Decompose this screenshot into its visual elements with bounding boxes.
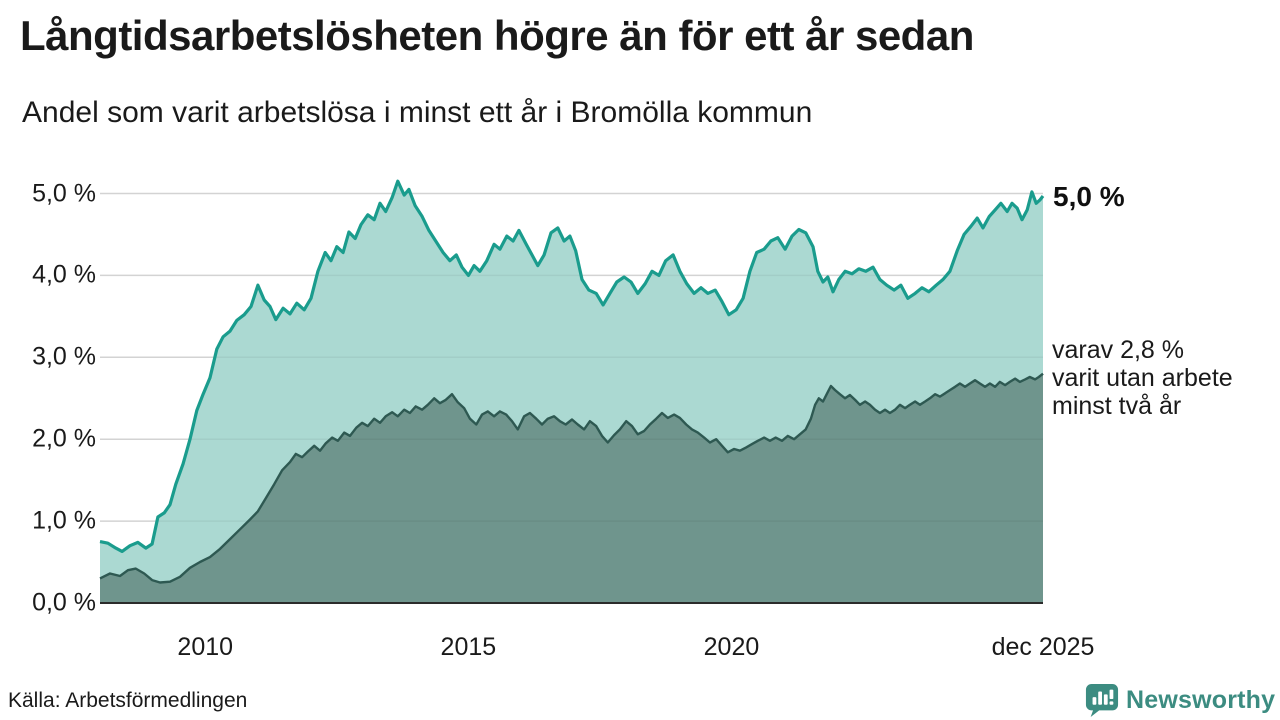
series2-area	[100, 373, 1043, 603]
newsworthy-logo: Newsworthy	[1085, 683, 1275, 717]
x-tick-label: 2010	[177, 633, 234, 661]
chart-subtitle: Andel som varit arbetslösa i minst ett å…	[22, 96, 813, 129]
x-tick-label: 2015	[440, 633, 497, 661]
newsworthy-bubble-chart-icon	[1085, 683, 1119, 717]
y-tick-label: 4,0 %	[32, 260, 96, 289]
annotation-line: minst två år	[1052, 392, 1182, 420]
series1-line	[99, 179, 1045, 553]
series1-end-value-label: 5,0 %	[1053, 181, 1125, 212]
y-tick-label: 1,0 %	[32, 506, 96, 535]
annotation-line: varav 2,8 %	[1052, 336, 1185, 364]
annotation-line: varit utan arbete	[1052, 364, 1233, 392]
y-tick-label: 3,0 %	[32, 342, 96, 371]
newsworthy-wordmark: Newsworthy	[1126, 685, 1276, 714]
y-tick-label: 0,0 %	[32, 588, 96, 617]
series2-line	[99, 372, 1044, 584]
page-title: Långtidsarbetslösheten högre än för ett …	[20, 12, 974, 59]
series2-end-annotation: varav 2,8 % varit utan arbete minst två …	[1052, 336, 1233, 420]
x-tick-label: dec 2025	[991, 633, 1095, 661]
x-tick-label: 2020	[703, 633, 760, 661]
y-tick-label: 2,0 %	[32, 424, 96, 453]
y-tick-label: 5,0 %	[32, 179, 96, 207]
source-credit: Källa: Arbetsförmedlingen	[8, 689, 248, 712]
